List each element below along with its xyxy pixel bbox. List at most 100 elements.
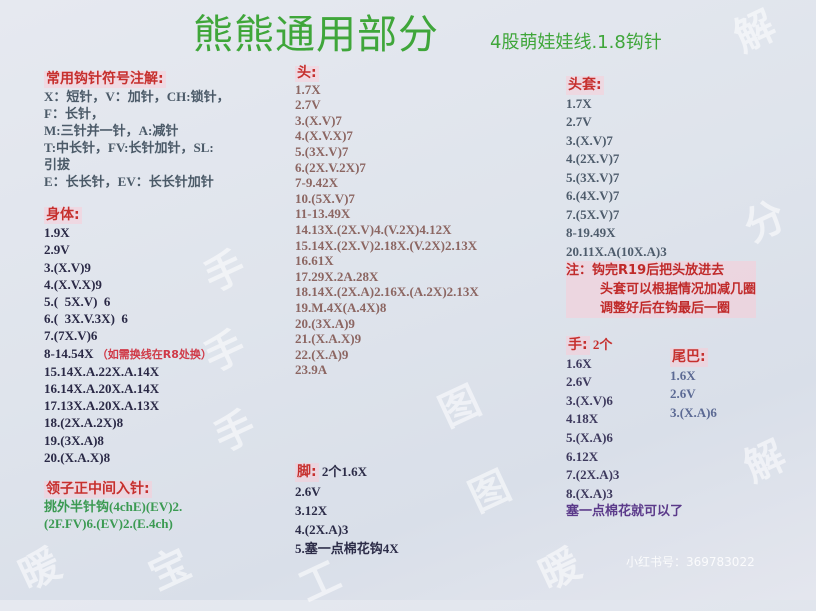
watermark-char: 暖 [532, 540, 588, 600]
collar-heading: 领子正中间入针: [44, 481, 152, 499]
legend-heading: 常用钩针符号注解: [44, 71, 166, 88]
watermark-char: 工 [292, 552, 348, 611]
row: 3.(X.A)6 [670, 404, 717, 420]
tail-section: 尾巴: 1.6X 2.6V 3.(X.A)6 [670, 348, 717, 422]
page-subtitle: 4股萌娃娃线.1.8钩针 [490, 32, 662, 53]
row: 11-13.49X [295, 206, 351, 222]
row: 20.(3X.A)9 [295, 315, 355, 331]
feet-section: 脚: 2个1.6X 2.6V 3.12X 4.(2X.A)3 5.塞一点棉花钩4… [295, 462, 399, 558]
row: 7.(7X.V)6 [44, 328, 98, 344]
row: 2.9V [44, 242, 70, 258]
body-heading: 身体: [44, 207, 82, 225]
row: 6.(4X.V)7 [566, 188, 620, 203]
row: 2.6V [566, 374, 592, 390]
row: 3.(X.V)7 [566, 132, 613, 148]
row: 4.(X.V.X)9 [44, 276, 102, 292]
watermark-char: 图 [432, 377, 488, 437]
hand-section: 手: 2个 1.6X 2.6V 3.(X.V)6 4.18X 5.(X.A)6 … [566, 336, 683, 522]
row: 18.14X.(2X.A)2.16X.(A.2X)2.13X [295, 284, 479, 300]
row: 3.(X.V)9 [44, 259, 91, 275]
row: 15.14X.A.22X.A.14X [44, 363, 160, 379]
row: 1.7X [566, 95, 592, 111]
row: 7-9.42X [295, 175, 338, 191]
row: 7.(2X.A)3 [566, 467, 620, 483]
row: 21.(X.A.X)9 [295, 331, 362, 347]
row: 2.7V [566, 114, 592, 129]
row: 20.(X.A.X)8 [44, 449, 111, 465]
watermark-char: 暖 [12, 540, 68, 600]
feet-heading: 脚: [295, 463, 319, 482]
tail-heading: 尾巴: [670, 348, 708, 367]
legend-line: T:中长针，FV:长针加针，SL: [44, 140, 214, 155]
row: 1.9X [44, 225, 70, 241]
row: 3.12X [295, 503, 328, 518]
hand-count: 2个 [592, 337, 613, 352]
watermark-char: 宝 [142, 540, 198, 600]
row: 6.( 3X.V.3X) 6 [44, 311, 128, 327]
row: 17.29X.2A.28X [295, 268, 379, 284]
legend-line: M:三针并一针，A:减针 [44, 123, 179, 138]
symbol-legend: 常用钩针符号注解: X：短针，V：加针，CH:锁针， F：长针， M:三针并一针… [44, 70, 230, 190]
row: 20.11X.A(10X.A)3 [566, 243, 667, 259]
row: 19.M.4X(A.4X)8 [295, 299, 387, 315]
hat-note: 钩完R19后把头放进去 [592, 263, 725, 278]
row: 15.14X.(2X.V)2.18X.(V.2X)2.13X [295, 237, 478, 253]
row: 1.7X [295, 81, 321, 97]
row: 4.18X [566, 411, 599, 427]
legend-line: X：短针，V：加针，CH:锁针， [44, 89, 230, 104]
watermark-char: 解 [727, 2, 783, 62]
body-section: 身体: 1.9X 2.9V 3.(X.V)9 4.(X.V.X)9 5.( 5X… [44, 206, 212, 532]
watermark-char: 手 [207, 402, 263, 462]
row: 1.6X [566, 355, 592, 371]
hat-section: 头套: 1.7X 2.7V 3.(X.V)7 4.(2X.V)7 5.(3X.V… [566, 76, 757, 318]
watermark-char: 解 [737, 432, 793, 492]
row: 4.(2X.A)3 [295, 522, 349, 537]
row: 23.9A [295, 362, 328, 378]
watermark-char: 图 [462, 462, 518, 522]
row: 8-19.49X [566, 225, 616, 240]
legend-line: E：长长针，EV：长长针加针 [44, 174, 214, 189]
row: 22.(X.A)9 [295, 346, 349, 362]
row: 8-14.54X [44, 345, 94, 361]
row: 2个1.6X [321, 464, 367, 479]
hand-heading: 手: [566, 336, 590, 355]
row: 6.(2X.V.2X)7 [295, 159, 366, 175]
body-note: （如需换线在R8处换） [96, 347, 212, 361]
hand-footer: 塞一点棉花就可以了 [566, 504, 684, 520]
row: 2.6V [295, 484, 321, 499]
hat-note-label: 注： [566, 263, 593, 278]
watermark-id: 小红书号：369783022 [626, 555, 755, 569]
collar-line: 挑外半针钩(4chE)(EV)2. [44, 499, 183, 515]
page-title: 熊熊通用部分 [193, 12, 439, 58]
row: 7.(5X.V)7 [566, 206, 620, 222]
legend-line: 引拔 [44, 157, 71, 172]
row: 16.61X [295, 253, 334, 269]
row: 1.6X [670, 367, 696, 383]
head-heading: 头: [295, 65, 319, 82]
hat-heading: 头套: [566, 76, 604, 95]
head-section: 头: 1.7X 2.7V 3.(X.V)7 4.(X.V.X)7 5.(3X.V… [295, 65, 479, 378]
row: 4.(X.V.X)7 [295, 128, 353, 144]
row: 5.( 5X.V) 6 [44, 294, 111, 310]
row: 3.(X.V)7 [295, 112, 342, 128]
row: 18.(2X.A.2X)8 [44, 415, 124, 431]
row: 5.(X.A)6 [566, 429, 613, 445]
row: 5.(3X.V)7 [566, 169, 620, 185]
row: 6.12X [566, 448, 599, 464]
row: 2.7V [295, 97, 321, 113]
row: 8.(X.A)3 [566, 485, 613, 501]
legend-line: F：长针， [44, 106, 104, 121]
row: 4.(2X.V)7 [566, 151, 620, 166]
row: 2.6V [670, 386, 696, 402]
row: 10.(5X.V)7 [295, 190, 355, 206]
row: 5.塞一点棉花钩4X [295, 541, 399, 556]
row: 5.(3X.V)7 [295, 143, 349, 159]
row: 19.(3X.A)8 [44, 432, 104, 448]
row: 3.(X.V)6 [566, 392, 613, 408]
collar-line: (2F.FV)6.(EV)2.(E.4ch) [44, 516, 173, 532]
row: 16.14X.A.20X.A.14X [44, 381, 160, 397]
row: 17.13X.A.20X.A.13X [44, 398, 160, 414]
row: 14.13X.(2X.V)4.(V.2X)4.12X [295, 221, 452, 237]
hat-note: 头套可以根据情况加减几圈 [600, 282, 757, 297]
hat-note: 调整好后在钩最后一圈 [600, 301, 731, 316]
